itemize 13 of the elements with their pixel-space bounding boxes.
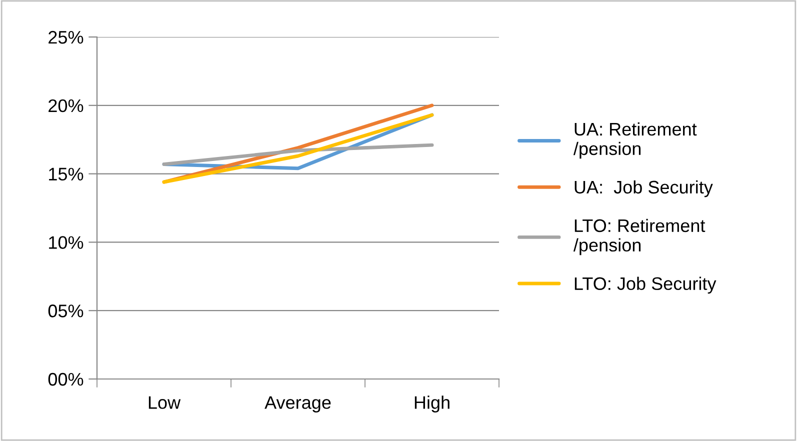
- y-tick-label: 20%: [48, 99, 84, 112]
- y-tick-label: 15%: [49, 168, 84, 181]
- x-tick-label: Low: [148, 396, 181, 409]
- y-tick-label: 10%: [49, 236, 84, 249]
- y-tick-label: 25%: [48, 30, 84, 44]
- y-tick-label: 00%: [48, 372, 84, 386]
- y-tick-label: 05%: [48, 304, 84, 318]
- legend-label: LTO: Job Security: [574, 276, 716, 294]
- legend-label: UA: Job Security: [574, 180, 713, 198]
- legend-label: UA: Retirement /pension: [573, 122, 697, 159]
- legend-label: LTO: Retirement /pension: [573, 218, 706, 256]
- x-tick-label: Average: [264, 396, 331, 412]
- x-tick-label: High: [414, 396, 450, 412]
